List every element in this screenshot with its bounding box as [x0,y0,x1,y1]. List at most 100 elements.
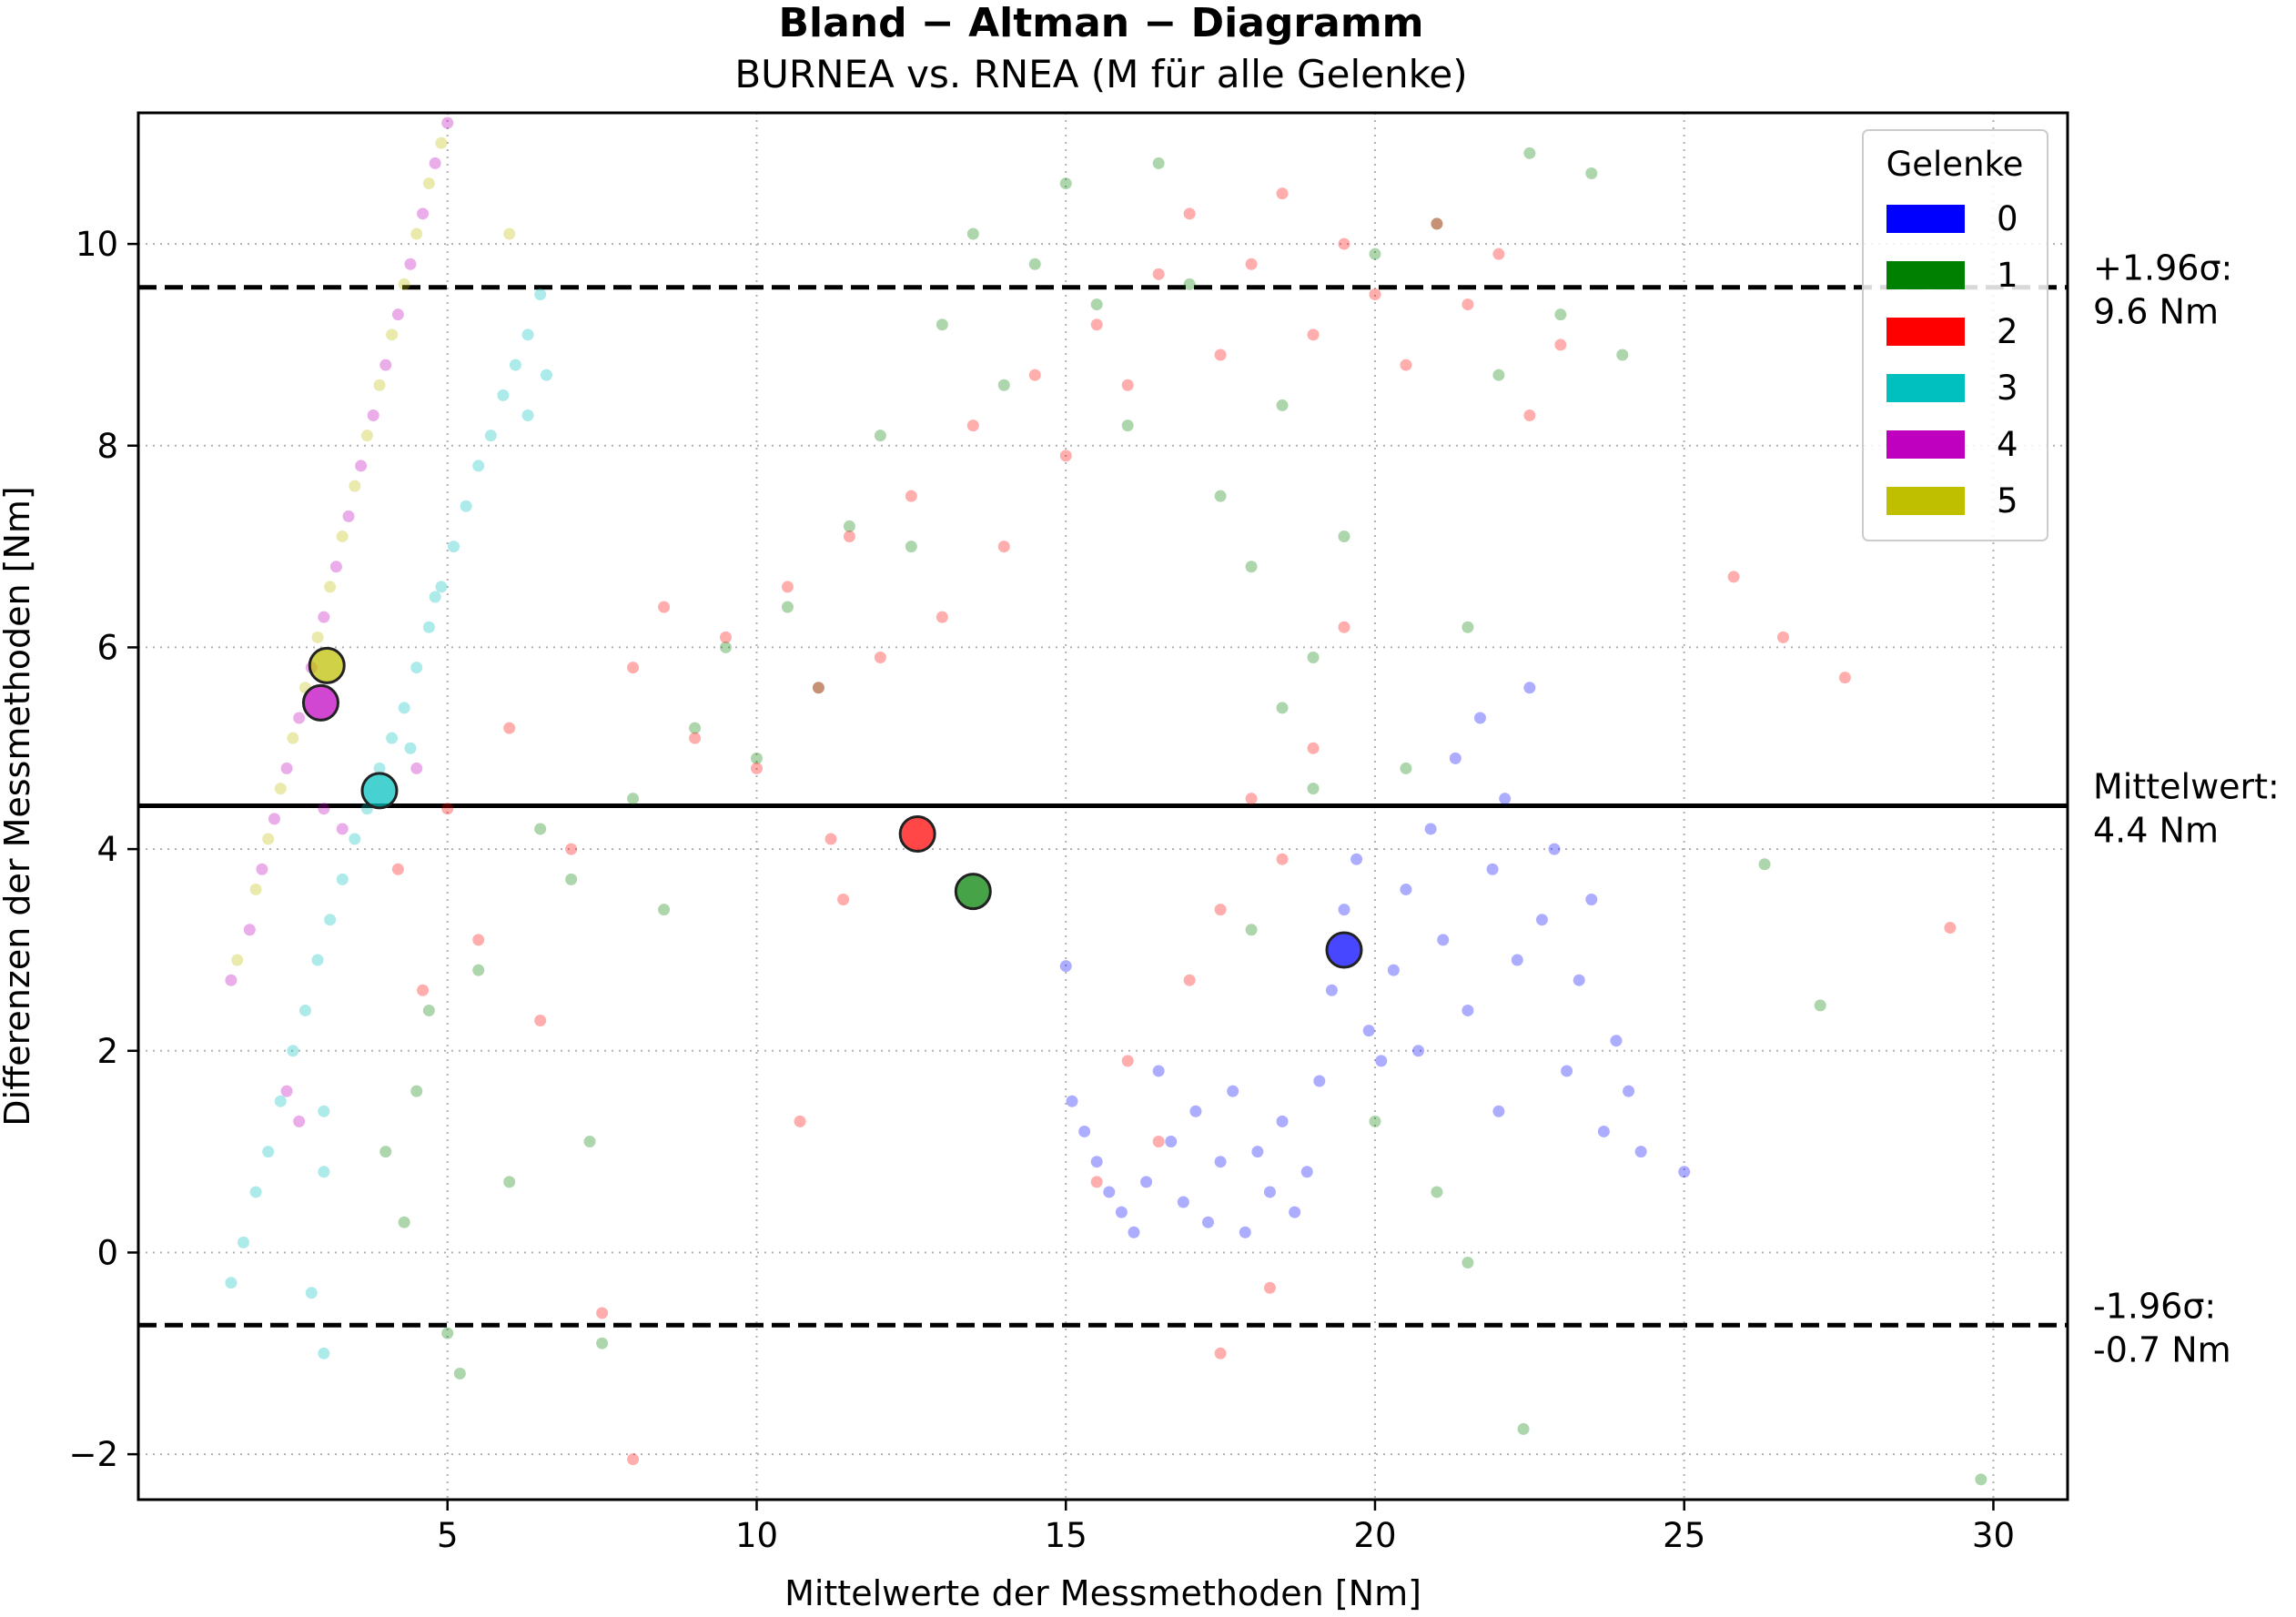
data-point-joint-3 [238,1236,250,1248]
data-point-joint-2 [966,419,979,432]
y-tick-label: 4 [96,830,118,869]
data-point-joint-0 [1227,1085,1239,1097]
data-point-joint-0 [1078,1125,1091,1137]
legend-label-0: 0 [1997,199,2018,238]
mean-marker-joint-5 [308,646,346,684]
data-point-joint-3 [497,389,510,401]
data-point-joint-1 [1517,1422,1530,1435]
data-point-joint-4 [404,258,417,270]
reference-line-value: 9.6 Nm [2093,292,2219,332]
data-point-joint-1 [1492,369,1505,381]
data-point-joint-2 [1090,1176,1103,1188]
data-point-joint-0 [1387,964,1400,976]
reference-lines [138,285,2068,1328]
data-point-joint-0 [1362,1025,1375,1037]
data-point-joint-3 [534,288,547,301]
reference-line-label: +1.96σ: [2093,248,2232,288]
data-point-joint-0 [1066,1095,1078,1107]
data-point-joint-4 [256,863,268,875]
data-point-joint-1 [781,601,794,613]
data-point-joint-5 [503,227,516,240]
legend-swatch-4 [1886,430,1965,459]
data-point-joint-3 [349,833,361,845]
data-point-joint-0 [1128,1226,1140,1238]
data-point-joint-5 [422,177,435,190]
data-point-joint-2 [997,541,1010,553]
data-point-joint-2 [417,984,430,996]
data-point-joint-2 [391,863,404,875]
legend-label-5: 5 [1997,481,2018,520]
data-point-joint-0 [1511,954,1523,966]
legend-swatch-3 [1886,374,1965,402]
data-point-joint-4 [417,207,430,220]
data-point-joint-4 [367,409,379,422]
data-point-joint-2 [1263,1281,1276,1294]
data-point-joint-0 [1103,1186,1116,1198]
data-point-joint-2 [1276,853,1289,865]
data-point-joint-3 [422,621,435,633]
data-point-joint-5 [274,783,287,795]
x-tick-label: 30 [1972,1516,2015,1555]
data-point-joint-2 [1462,298,1474,311]
data-point-joint-1 [1245,924,1258,936]
data-point-joint-1 [1523,147,1536,159]
data-point-joint-0 [1152,1065,1165,1077]
data-point-joint-2 [596,1307,609,1319]
data-point-joint-2 [837,894,850,906]
y-tick-label: 6 [96,628,118,667]
data-point-joint-0 [1177,1196,1189,1208]
data-point-joint-1 [750,752,763,764]
x-tick-label: 25 [1663,1516,1705,1555]
data-point-joint-2 [1492,248,1505,260]
x-axis-label: Mittelwerte der Messmethoden [Nm] [784,1573,1421,1613]
data-point-joint-2 [1183,974,1196,986]
data-point-joint-1 [658,904,671,916]
mean-marker-joint-4 [301,683,339,722]
data-point-joint-5 [398,278,410,290]
data-point-joint-1 [1369,248,1381,260]
legend-label-3: 3 [1997,369,2018,408]
x-tick-label: 15 [1045,1516,1087,1555]
data-point-joint-1 [843,520,855,532]
data-point-joint-2 [1090,318,1103,331]
data-point-joint-0 [1263,1186,1276,1198]
data-point-joint-0 [1059,960,1072,973]
data-point-joint-2 [1214,904,1227,916]
data-point-joint-2 [1431,217,1443,230]
data-point-joint-1 [1431,1186,1443,1198]
legend-label-2: 2 [1997,312,2018,351]
data-point-joint-1 [1758,858,1771,871]
data-point-joint-4 [391,308,404,321]
data-point-joint-1 [583,1136,596,1148]
data-point-joint-2 [1944,922,1957,935]
data-point-joint-4 [243,924,256,936]
data-point-joint-3 [298,1004,311,1016]
chart-subtitle: BURNEA vs. RNEA (M für alle Gelenke) [734,52,1467,96]
data-point-joint-4 [318,803,330,815]
data-point-joint-2 [534,1015,547,1027]
data-point-joint-3 [287,1045,299,1057]
data-point-joint-5 [349,480,361,492]
data-point-joint-2 [1338,237,1350,250]
data-point-joint-2 [874,652,886,664]
data-point-joint-3 [410,662,423,674]
data-point-joint-0 [1189,1105,1202,1117]
data-point-joint-5 [262,833,275,845]
data-point-joint-4 [379,359,392,371]
data-point-joint-3 [249,1186,262,1198]
data-point-joint-3 [540,369,552,381]
data-point-joint-0 [1350,853,1363,865]
data-point-joint-4 [318,611,330,623]
data-point-joint-0 [1400,883,1412,895]
data-point-joint-2 [936,611,948,623]
data-point-joint-0 [1325,984,1338,996]
data-point-joint-2 [1245,258,1258,270]
data-point-joint-0 [1548,843,1561,855]
data-point-joint-3 [318,1105,330,1117]
data-point-joint-3 [521,409,534,422]
data-point-joint-1 [936,318,948,331]
data-point-joint-5 [360,430,373,442]
data-point-joint-2 [1245,793,1258,805]
data-point-joint-1 [1152,157,1165,169]
